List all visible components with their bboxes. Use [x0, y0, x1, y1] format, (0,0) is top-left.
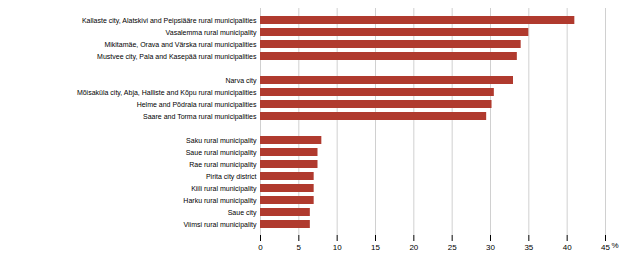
- svg-text:Saue city: Saue city: [228, 209, 257, 217]
- svg-text:5: 5: [297, 243, 302, 252]
- svg-text:Mikitamäe, Orava and Värska ru: Mikitamäe, Orava and Värska rural munici…: [104, 41, 257, 49]
- svg-text:Kiili rural municipality: Kiili rural municipality: [191, 185, 257, 193]
- svg-text:Saue rural municipality: Saue rural municipality: [186, 149, 257, 157]
- svg-text:45: 45: [601, 243, 610, 252]
- svg-text:30: 30: [486, 243, 495, 252]
- svg-text:20: 20: [409, 243, 418, 252]
- svg-text:35: 35: [524, 243, 533, 252]
- svg-text:Mõisaküla city, Abja, Halliste: Mõisaküla city, Abja, Halliste and Kõpu …: [77, 89, 257, 97]
- svg-text:Narva city: Narva city: [225, 77, 257, 85]
- svg-text:Vasalemma rural municipality: Vasalemma rural municipality: [166, 29, 257, 37]
- svg-text:0: 0: [258, 243, 263, 252]
- svg-text:%: %: [612, 241, 619, 250]
- svg-text:40: 40: [563, 243, 572, 252]
- svg-text:Pirita city district: Pirita city district: [206, 173, 257, 181]
- svg-text:Kallaste city, Alatskivi and P: Kallaste city, Alatskivi and Peipsiääre …: [82, 17, 257, 25]
- svg-text:Saare and Torma rural municipa: Saare and Torma rural municipalities: [143, 113, 257, 121]
- svg-text:Mustvee city, Pala and Kasepää: Mustvee city, Pala and Kasepää rural mun…: [97, 53, 257, 61]
- svg-text:Harku rural municipality: Harku rural municipality: [183, 197, 257, 205]
- svg-text:10: 10: [333, 243, 342, 252]
- svg-text:Helme and Põdrala rural munici: Helme and Põdrala rural municipalities: [137, 101, 257, 109]
- svg-text:Saku rural municipality: Saku rural municipality: [186, 137, 257, 145]
- svg-text:Viimsi rural municipality: Viimsi rural municipality: [183, 221, 257, 229]
- svg-text:Rae rural municipality: Rae rural municipality: [189, 161, 257, 169]
- svg-text:15: 15: [371, 243, 380, 252]
- svg-text:25: 25: [448, 243, 457, 252]
